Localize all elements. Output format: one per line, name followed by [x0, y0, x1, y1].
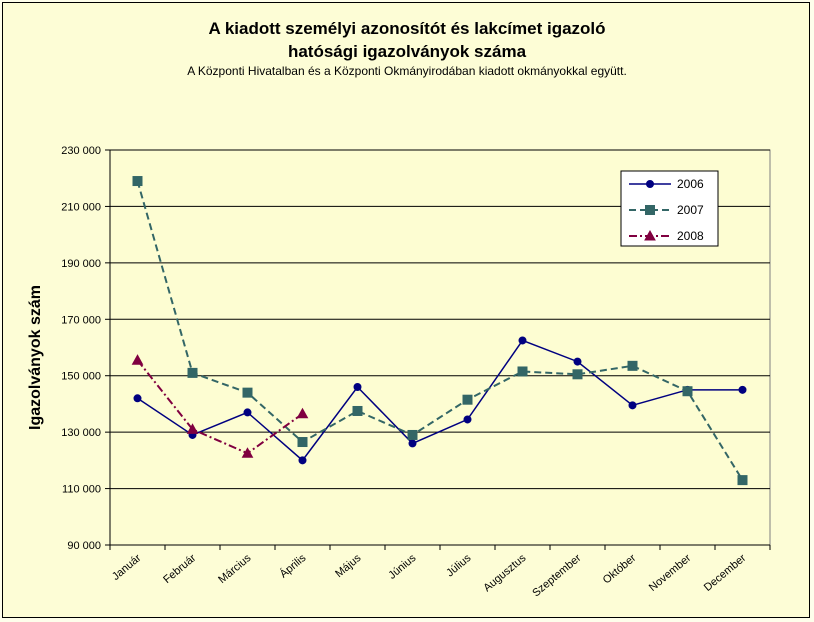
y-tick-label: 150 000: [61, 371, 101, 383]
series-2008: [131, 354, 309, 458]
x-tick-label: Január: [110, 552, 144, 583]
data-point: [644, 229, 656, 241]
series-line: [136, 180, 744, 481]
series-2006: [133, 336, 747, 465]
y-axis-label: Igazolványok szám: [27, 285, 44, 430]
chart-subtitle: A Központi Hivatalban és a Központi Okmá…: [187, 64, 627, 78]
data-point: [407, 429, 418, 440]
chart-title-line2: hatósági igazolványok száma: [287, 42, 527, 61]
x-tick-label: Szeptember: [530, 552, 583, 600]
data-point: [408, 439, 417, 448]
data-point: [132, 176, 143, 187]
data-point: [353, 383, 362, 391]
x-tick-label: Augusztus: [481, 552, 528, 595]
series-2007: [132, 176, 748, 486]
data-point: [243, 408, 252, 417]
data-point: [187, 367, 198, 378]
x-tick-label: Március: [216, 552, 254, 586]
data-point: [682, 386, 693, 397]
data-point: [463, 415, 472, 424]
x-tick-label: Április: [277, 551, 309, 581]
data-point: [738, 385, 747, 394]
data-point: [572, 369, 583, 380]
y-tick-label: 230 000: [61, 145, 101, 157]
data-point: [737, 475, 748, 486]
data-point: [518, 336, 527, 345]
data-point: [133, 394, 142, 403]
x-tick-label: November: [647, 552, 694, 594]
data-point: [242, 387, 253, 398]
x-tick-label: Október: [601, 552, 639, 587]
x-tick-label: Június: [386, 552, 418, 582]
y-tick-label: 170 000: [61, 314, 101, 326]
data-point: [462, 394, 473, 405]
data-point: [297, 437, 308, 448]
x-tick-label: Július: [444, 552, 474, 580]
data-point: [627, 360, 638, 371]
y-tick-label: 190 000: [61, 258, 101, 270]
legend-label: 2008: [677, 229, 704, 243]
data-point: [241, 447, 254, 458]
legend-label: 2006: [677, 177, 704, 191]
data-point: [296, 407, 309, 419]
series-line: [137, 339, 743, 462]
data-point: [186, 423, 199, 434]
data-point: [352, 405, 363, 416]
data-point: [628, 401, 637, 410]
y-tick-label: 130 000: [61, 427, 101, 439]
data-point: [646, 180, 654, 188]
legend-label: 2007: [677, 203, 704, 217]
x-tick-label: December: [702, 552, 749, 594]
data-point: [131, 354, 144, 365]
legend: 2006 2007 2008: [620, 170, 719, 247]
y-tick-label: 210 000: [61, 201, 101, 213]
data-point: [645, 205, 655, 215]
series-line: [136, 359, 304, 455]
y-tick-label: 110 000: [62, 484, 101, 496]
y-tick-label: 90 000: [67, 540, 101, 552]
data-point: [573, 357, 582, 366]
x-tick-label: Február: [161, 552, 198, 586]
data-point: [298, 456, 307, 465]
data-point: [517, 366, 528, 377]
x-tick-label: Május: [333, 552, 364, 580]
chart-title: A kiadott személyi azonosítót és lakcíme…: [208, 19, 606, 38]
